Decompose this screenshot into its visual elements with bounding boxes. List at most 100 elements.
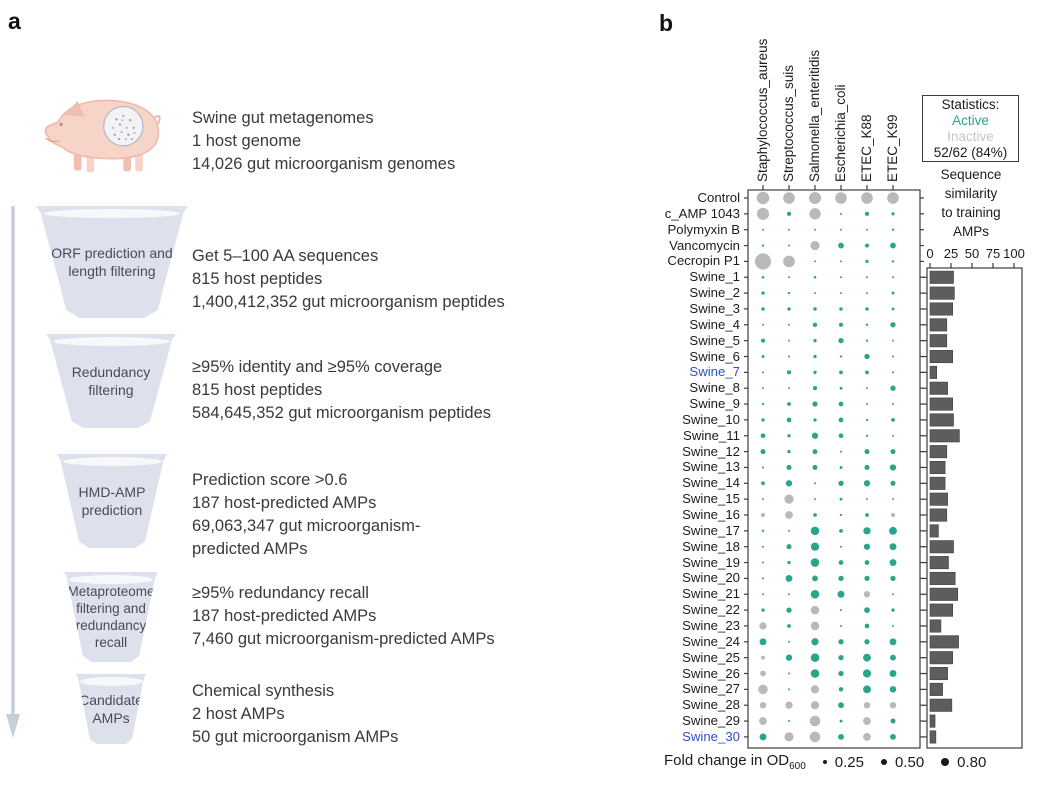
activity-dot bbox=[863, 591, 871, 598]
funnel-label: Candidate AMPs bbox=[79, 692, 143, 726]
arrow-down-icon bbox=[6, 206, 20, 738]
activity-dot bbox=[810, 701, 820, 710]
similarity-bar bbox=[929, 429, 960, 443]
size-legend: Fold change in OD600 0.25 0.50 0.80 bbox=[664, 750, 986, 774]
row-label-swine-24: Swine_24 bbox=[682, 633, 740, 649]
activity-dot bbox=[756, 191, 770, 205]
activity-dot bbox=[865, 259, 869, 264]
activity-dot bbox=[866, 387, 868, 390]
activity-dot bbox=[813, 354, 817, 359]
activity-dot bbox=[785, 574, 793, 582]
legend-value: 0.25 bbox=[834, 753, 864, 771]
activity-dot bbox=[890, 512, 896, 518]
similarity-bar bbox=[929, 635, 959, 649]
panel-a-label: a bbox=[8, 8, 21, 34]
activity-dot bbox=[892, 434, 894, 437]
similarity-bar bbox=[929, 651, 953, 665]
similarity-bar bbox=[929, 318, 948, 332]
activity-dot bbox=[762, 498, 764, 501]
similarity-bar bbox=[929, 619, 942, 633]
activity-dot bbox=[838, 337, 844, 344]
activity-dot bbox=[891, 260, 895, 263]
activity-dot bbox=[864, 639, 870, 645]
row-label-swine-8: Swine_8 bbox=[689, 380, 740, 396]
activity-dot bbox=[759, 717, 767, 725]
similarity-bar bbox=[929, 381, 948, 395]
column-label-etec_k99: ETEC_K99 bbox=[884, 114, 900, 182]
activity-dot bbox=[863, 543, 871, 550]
activity-dot bbox=[863, 732, 871, 741]
activity-dot bbox=[788, 593, 790, 596]
axis-tick-label: 75 bbox=[985, 246, 1001, 261]
legend-item: 0.80 bbox=[941, 754, 986, 771]
activity-dot bbox=[863, 653, 871, 662]
step3-result: Prediction score >0.6 187 host-predicted… bbox=[192, 471, 421, 558]
similarity-bar bbox=[929, 476, 946, 490]
activity-dot bbox=[808, 191, 822, 205]
step4-result: ≥95% redundancy recall 187 host-predicte… bbox=[192, 584, 495, 648]
activity-dot bbox=[864, 211, 870, 216]
activity-dot bbox=[788, 323, 790, 326]
activity-dot-matrix bbox=[744, 185, 924, 749]
activity-dot bbox=[784, 732, 794, 742]
activity-dot bbox=[810, 621, 820, 631]
activity-dot bbox=[892, 624, 894, 627]
activity-dot bbox=[812, 575, 818, 582]
bar-chart-frame bbox=[926, 267, 1023, 749]
activity-dot bbox=[758, 684, 768, 695]
legend-dot-icon bbox=[941, 758, 950, 766]
activity-dot bbox=[890, 322, 896, 328]
activity-dot bbox=[892, 498, 894, 501]
row-label-swine-27: Swine_27 bbox=[682, 681, 740, 697]
activity-dot bbox=[838, 560, 844, 565]
activity-dot bbox=[759, 733, 767, 741]
row-label-swine-2: Swine_2 bbox=[689, 285, 740, 301]
activity-dot bbox=[863, 527, 871, 535]
activity-dot bbox=[839, 355, 843, 358]
row-label-swine-11: Swine_11 bbox=[683, 427, 740, 443]
activity-dot bbox=[810, 526, 820, 536]
gut-microbiome-circle bbox=[103, 105, 144, 147]
activity-dot bbox=[891, 608, 895, 612]
row-label-control: Control bbox=[697, 190, 740, 205]
activity-dot bbox=[813, 307, 817, 311]
activity-dot bbox=[840, 228, 842, 231]
bar-chart-title: Sequence similarity to training AMPs bbox=[940, 167, 1002, 239]
similarity-bar bbox=[929, 682, 943, 696]
activity-dot bbox=[762, 593, 764, 596]
activity-dot bbox=[889, 701, 897, 709]
activity-dot bbox=[838, 575, 844, 582]
activity-dot bbox=[890, 654, 896, 661]
activity-dot bbox=[837, 590, 845, 598]
activity-dot bbox=[839, 370, 843, 375]
activity-dot bbox=[838, 480, 844, 486]
activity-dot bbox=[788, 720, 790, 723]
activity-dot bbox=[811, 638, 819, 646]
activity-dot bbox=[810, 653, 820, 662]
activity-dot bbox=[762, 387, 764, 390]
funnel-redundancy-filtering: Redundancy filtering bbox=[46, 334, 176, 428]
activity-dot bbox=[814, 228, 816, 231]
activity-dot bbox=[889, 526, 897, 535]
row-label-swine-4: Swine_4 bbox=[689, 316, 740, 332]
activity-dot bbox=[761, 291, 765, 295]
row-label-vancomycin: Vancomycin bbox=[669, 237, 740, 253]
activity-dot bbox=[838, 417, 844, 423]
activity-dot bbox=[762, 545, 764, 548]
activity-dot bbox=[838, 654, 844, 661]
activity-dot bbox=[788, 276, 790, 279]
row-label-swine-25: Swine_25 bbox=[682, 649, 740, 665]
activity-dot bbox=[761, 402, 765, 406]
funnel-label: Redundancy filtering bbox=[71, 364, 151, 398]
legend-value: 0.50 bbox=[894, 753, 925, 771]
activity-dot bbox=[865, 339, 869, 342]
activity-dot bbox=[788, 355, 790, 358]
activity-dot bbox=[840, 609, 842, 612]
activity-dot bbox=[813, 370, 817, 375]
activity-dot bbox=[838, 639, 844, 645]
activity-dot bbox=[809, 208, 821, 220]
activity-dot bbox=[761, 307, 765, 311]
statistics-title: Statistics: bbox=[941, 97, 1000, 112]
activity-dot bbox=[760, 512, 766, 518]
activity-dot bbox=[760, 670, 766, 677]
